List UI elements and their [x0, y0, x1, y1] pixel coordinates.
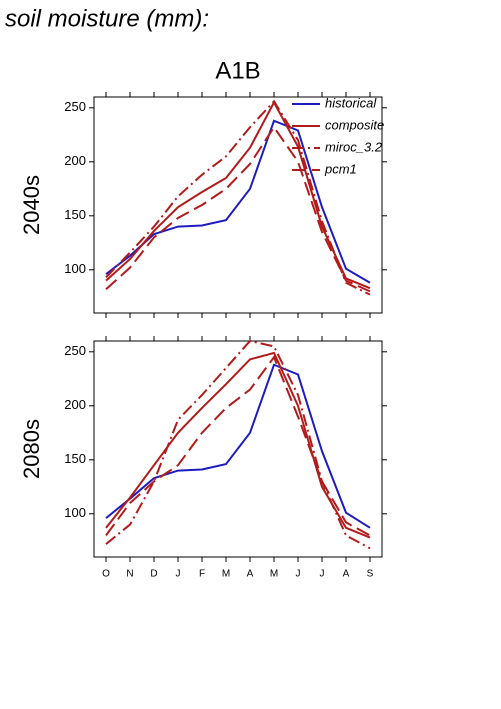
y-axis-label: 2040s [19, 175, 44, 235]
plot-frame [93, 96, 383, 314]
x-tick-label: J [176, 569, 181, 580]
x-tick-label: F [199, 569, 205, 580]
x-tick-label: M [222, 569, 230, 580]
y-axis-label: 2080s [19, 419, 44, 479]
series-line [105, 100, 371, 290]
x-tick-label: A [247, 569, 254, 580]
x-tick-label: O [102, 569, 110, 580]
y-tick-label: 150 [64, 207, 86, 222]
series-line [105, 363, 371, 529]
legend-label: pcm1 [324, 161, 357, 176]
series-line [105, 339, 371, 550]
x-tick-label: J [320, 569, 325, 580]
y-tick-label: 250 [64, 343, 86, 358]
series-line [105, 125, 371, 293]
series-line [105, 351, 371, 539]
y-tick-label: 200 [64, 153, 86, 168]
x-tick-label: N [126, 569, 133, 580]
y-tick-label: 100 [64, 261, 86, 276]
x-tick-label: J [296, 569, 301, 580]
legend-label: miroc_3.2 [325, 139, 383, 154]
series-line [105, 99, 371, 296]
y-tick-label: 150 [64, 451, 86, 466]
chart-title: A1B [215, 57, 260, 84]
series-line [105, 355, 371, 537]
x-tick-label: D [150, 569, 157, 580]
x-tick-label: A [343, 569, 350, 580]
legend-label: historical [325, 95, 377, 110]
y-tick-label: 250 [64, 99, 86, 114]
x-tick-label: M [270, 569, 278, 580]
heading: soil moisture (mm): [5, 5, 209, 32]
y-tick-label: 100 [64, 505, 86, 520]
plot-frame [93, 340, 383, 558]
y-tick-label: 200 [64, 397, 86, 412]
legend-label: composite [325, 117, 384, 132]
x-tick-label: S [367, 569, 374, 580]
series-line [105, 119, 371, 284]
